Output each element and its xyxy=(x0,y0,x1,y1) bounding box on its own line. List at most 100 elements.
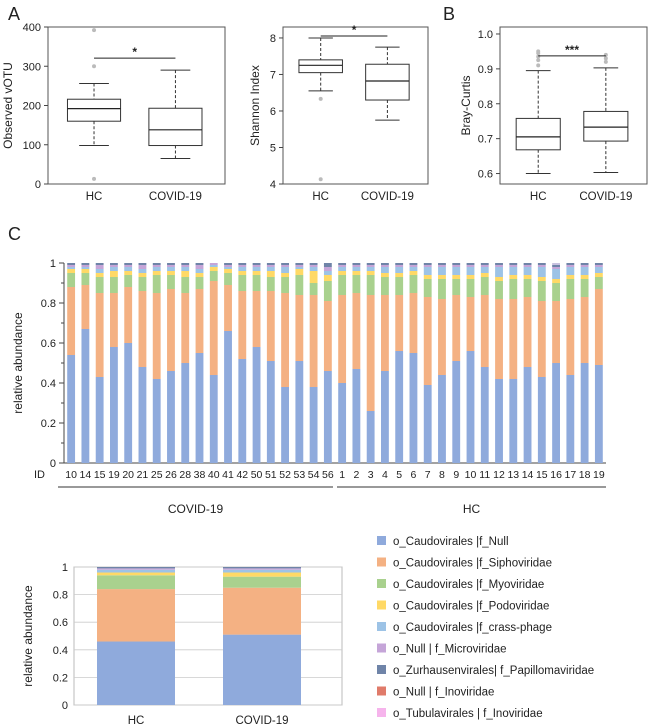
bar-segment xyxy=(97,569,175,573)
x-tick-label: 40 xyxy=(208,469,220,481)
bar-segment xyxy=(67,267,76,269)
bar-segment xyxy=(552,269,561,279)
bar-segment xyxy=(309,271,318,283)
bar-segment xyxy=(224,265,232,267)
bar-segment xyxy=(594,267,603,273)
bar-segment xyxy=(195,289,204,353)
bar-segment xyxy=(167,263,175,265)
bar-segment xyxy=(81,265,90,267)
bar-segment xyxy=(323,371,332,463)
bar-segment xyxy=(152,265,161,267)
bar-segment xyxy=(452,265,461,267)
bar-segment xyxy=(452,275,461,279)
bar-segment xyxy=(523,265,532,267)
bar-segment xyxy=(452,267,461,275)
x-tick-label: 56 xyxy=(322,469,334,481)
bar-segment xyxy=(195,353,204,463)
bar-segment xyxy=(224,267,232,269)
bar-segment xyxy=(266,277,275,291)
bar-segment xyxy=(452,279,461,295)
bar-segment xyxy=(109,293,118,347)
bar-segment xyxy=(338,267,347,271)
bar-segment xyxy=(295,263,304,265)
bar-segment xyxy=(224,285,232,331)
bar-segment xyxy=(223,576,301,588)
x-tick-label: 26 xyxy=(165,469,177,481)
bar-segment xyxy=(352,267,361,271)
bar-segment xyxy=(97,568,175,570)
bar-segment xyxy=(152,271,161,275)
legend-swatch xyxy=(377,665,386,674)
bar-segment xyxy=(252,271,261,275)
legend-swatch xyxy=(377,579,386,588)
y-tick-label: 0.2 xyxy=(53,672,68,684)
bar-segment xyxy=(252,267,261,271)
x-tick-label: 20 xyxy=(122,469,134,481)
bar-segment xyxy=(295,267,304,269)
bar-segment xyxy=(523,267,532,275)
legend-label: o_Caudovirales |f_Null xyxy=(393,536,509,548)
x-tick-label: HC xyxy=(86,191,103,203)
bar-segment xyxy=(223,569,301,573)
bar-segment xyxy=(138,291,147,367)
bar-segment xyxy=(380,277,389,295)
bar-segment xyxy=(509,279,518,299)
bar-segment xyxy=(566,275,575,279)
bar-segment xyxy=(309,263,318,265)
bar-segment xyxy=(223,572,301,577)
bar-segment xyxy=(409,267,418,271)
y-tick-label: 5 xyxy=(270,142,276,154)
bar-segment xyxy=(323,275,332,281)
bar-segment xyxy=(495,281,503,299)
bar-segment xyxy=(238,265,247,267)
bar-segment xyxy=(295,295,304,361)
bar-segment xyxy=(495,263,503,265)
x-tick-label: COVID-19 xyxy=(579,191,632,203)
bar-segment xyxy=(495,265,503,267)
bar-segment xyxy=(323,301,332,371)
bar-segment xyxy=(252,291,261,347)
bar-segment xyxy=(366,263,375,265)
legend-swatch xyxy=(377,536,386,545)
bar-segment xyxy=(594,265,603,267)
bar-segment xyxy=(81,285,90,329)
x-tick-label: 41 xyxy=(222,469,234,481)
bar-segment xyxy=(352,263,361,265)
bar-segment xyxy=(167,265,175,267)
bar-segment xyxy=(509,267,518,275)
bar-segment xyxy=(395,267,404,273)
y-axis-label: relative abundance xyxy=(21,585,35,687)
group-label: COVID-19 xyxy=(168,502,224,516)
outlier-point xyxy=(603,59,608,64)
bar-segment xyxy=(466,265,475,267)
bar-segment xyxy=(338,295,347,383)
bar-segment xyxy=(366,271,375,275)
y-tick-label: 0 xyxy=(35,179,41,191)
bar-segment xyxy=(395,277,404,295)
panel-label-c: C xyxy=(8,224,21,244)
bar-segment xyxy=(594,289,603,365)
bar-segment xyxy=(81,263,90,265)
bar-segment xyxy=(67,265,76,267)
bar-segment xyxy=(109,267,118,271)
bar-segment xyxy=(523,367,532,463)
bar-segment xyxy=(309,387,318,463)
y-tick-label: 0 xyxy=(50,458,56,470)
y-tick-label: 300 xyxy=(23,61,41,73)
bar-segment xyxy=(509,379,518,463)
bar-segment xyxy=(181,267,190,271)
y-axis-label: relative abundance xyxy=(11,312,25,414)
bar-segment xyxy=(480,277,489,295)
significance-label: * xyxy=(132,45,137,59)
bar-segment xyxy=(252,347,261,463)
bar-segment xyxy=(480,263,489,265)
legend-swatch xyxy=(377,686,386,696)
bar-segment xyxy=(109,347,118,463)
plot-frame xyxy=(282,26,429,185)
bar-segment xyxy=(67,263,76,265)
y-tick-label: 100 xyxy=(23,140,41,152)
bar-segment xyxy=(95,265,104,269)
bar-segment xyxy=(97,589,175,642)
x-tick-label: 7 xyxy=(425,469,431,481)
